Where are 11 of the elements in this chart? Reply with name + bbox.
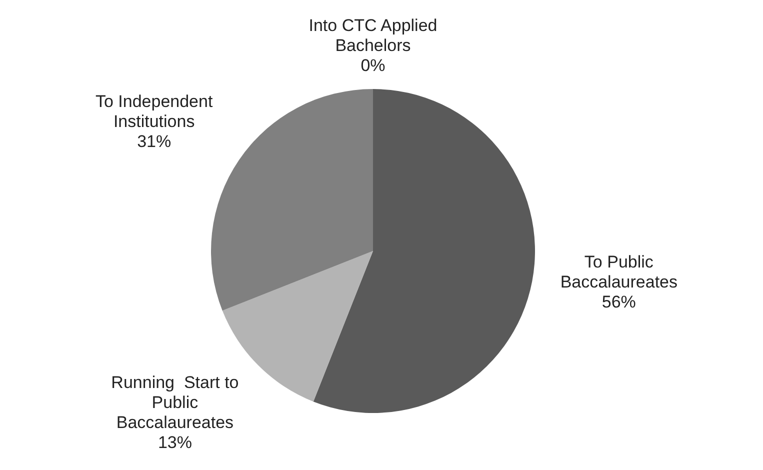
category-label: Into CTC Applied Bachelors — [308, 16, 438, 55]
slice-label: To Public Baccalaureates — [560, 252, 678, 292]
slice-label: To Independent Institutions — [95, 92, 213, 132]
data-label: 56% — [602, 292, 636, 312]
text: 0% — [360, 56, 386, 75]
pie-slice — [211, 89, 373, 311]
pie-slice — [222, 251, 373, 402]
pie-slice — [313, 89, 535, 413]
data-label: 31% — [137, 132, 172, 152]
data-label: 13% — [158, 433, 192, 452]
slice-label: Running Start to Public Baccalaureates — [111, 373, 239, 432]
